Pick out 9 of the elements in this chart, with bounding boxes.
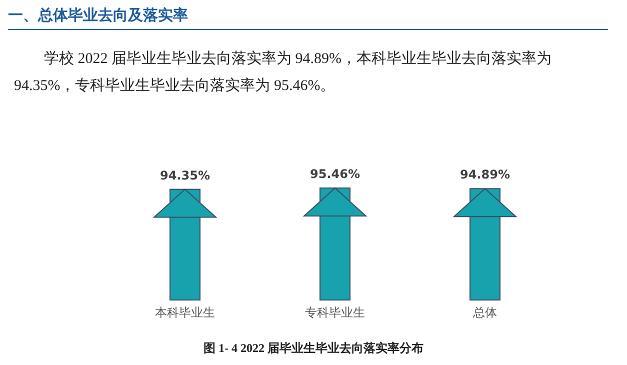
caption: 图 1- 4 2022 届毕业生毕业去向落实率分布 <box>202 340 424 357</box>
x-tick-label: 总体 <box>472 306 497 320</box>
data-label: 94.89% <box>460 168 510 182</box>
data-label: 95.46% <box>310 167 360 181</box>
x-tick-label: 专科毕业生 <box>305 306 365 320</box>
chart-title: 一、总体毕业去向及落实率 <box>8 6 608 30</box>
data-label: 94.35% <box>160 168 210 182</box>
x-tick-label: 本科毕业生 <box>155 306 215 320</box>
chart-subtitle: 学校 2022 届毕业生毕业去向落实率为 94.89%，本科毕业生毕业去向落实率为 94.35%，专科毕业生毕业去向落实率为 95.46%。 <box>14 49 552 96</box>
